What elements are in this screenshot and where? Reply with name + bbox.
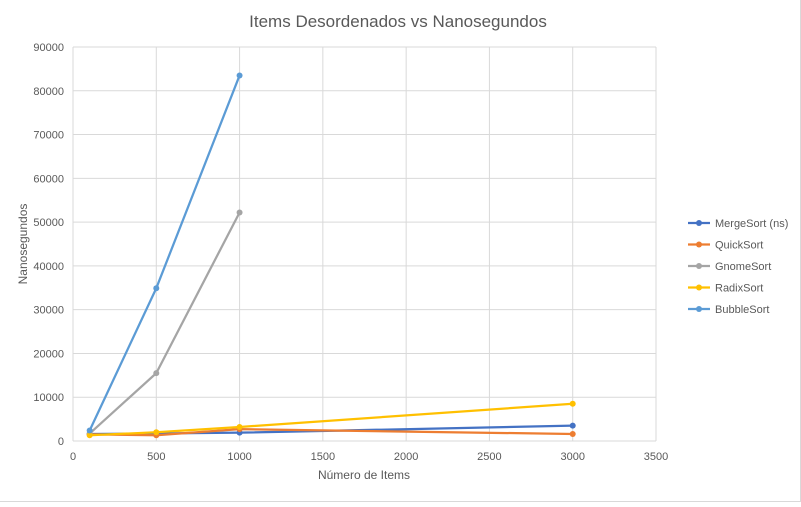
legend-label: GnomeSort — [715, 261, 771, 273]
legend: MergeSort (ns) QuickSort GnomeSort RadixSor… — [688, 218, 788, 316]
legend-marker — [696, 306, 702, 312]
y-tick-label: 70000 — [33, 130, 64, 142]
y-tick-label: 90000 — [33, 42, 64, 54]
data-point-radixsort — [86, 432, 93, 439]
y-axis-title: Nanosegundos — [16, 204, 30, 285]
legend-label: RadixSort — [715, 283, 763, 295]
legend-marker — [696, 284, 702, 291]
x-axis-ticks: 0 500 1000 1500 2000 2500 3000 3500 — [70, 451, 668, 463]
data-point-bubblesort — [86, 427, 93, 434]
legend-label: MergeSort (ns) — [715, 218, 788, 230]
data-point-mergesort-ns — [569, 422, 576, 429]
x-tick-label: 3000 — [560, 451, 584, 463]
x-tick-label: 500 — [147, 451, 165, 463]
y-tick-label: 50000 — [33, 217, 64, 229]
series-line-gnomesort — [88, 211, 241, 435]
x-tick-label: 2500 — [477, 451, 501, 463]
y-tick-label: 20000 — [33, 348, 64, 360]
data-point-bubblesort — [153, 285, 160, 292]
x-tick-label: 1500 — [311, 451, 335, 463]
legend-marker — [696, 241, 702, 248]
y-tick-label: 0 — [58, 436, 64, 448]
data-point-radixsort — [153, 429, 160, 436]
x-tick-label: 2000 — [394, 451, 418, 463]
y-tick-label: 40000 — [33, 261, 64, 273]
x-tick-label: 0 — [70, 451, 76, 463]
data-point-quicksort — [569, 430, 576, 437]
chart-title: Items Desordenados vs Nanosegundos — [249, 12, 547, 31]
data-point-radixsort — [569, 400, 576, 407]
legend-marker — [696, 220, 702, 226]
legend-marker — [696, 263, 702, 269]
y-tick-label: 60000 — [33, 173, 64, 185]
data-point-bubblesort — [236, 72, 243, 79]
legend-label: QuickSort — [715, 240, 763, 252]
series-lines — [86, 72, 576, 439]
y-tick-label: 30000 — [33, 305, 64, 317]
legend-label: BubbleSort — [715, 304, 769, 316]
data-point-radixsort — [236, 423, 243, 430]
y-axis-ticks: 0 10000 20000 30000 40000 50000 60000 70000 8000… — [33, 42, 64, 448]
series-line-radixsort — [89, 402, 573, 437]
y-tick-label: 10000 — [33, 392, 64, 404]
data-point-gnomesort — [153, 370, 160, 377]
x-axis-title: Número de Items — [318, 468, 410, 482]
series-line-bubblesort — [88, 75, 241, 431]
y-tick-label: 80000 — [33, 86, 64, 98]
x-tick-label: 3500 — [644, 451, 668, 463]
gridlines — [72, 46, 657, 442]
x-tick-label: 1000 — [227, 451, 251, 463]
data-point-gnomesort — [236, 209, 243, 216]
